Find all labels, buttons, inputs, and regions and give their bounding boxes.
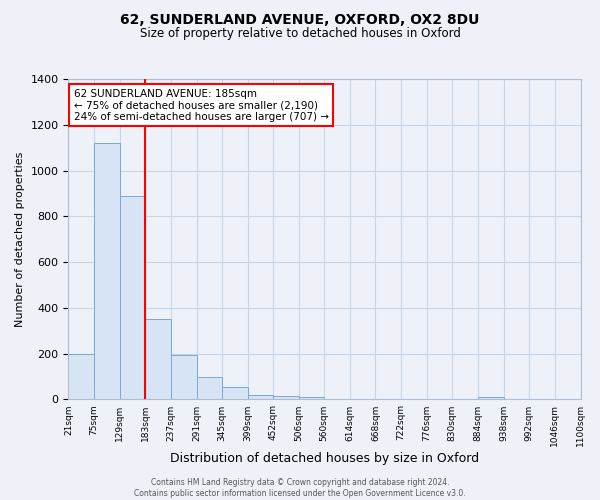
Bar [248,395,273,400]
Bar [68,354,94,400]
Y-axis label: Number of detached properties: Number of detached properties [15,152,25,327]
Bar [299,397,324,400]
Bar [222,387,248,400]
Bar [145,320,171,400]
Bar [94,143,119,400]
Text: 62 SUNDERLAND AVENUE: 185sqm
← 75% of detached houses are smaller (2,190)
24% of: 62 SUNDERLAND AVENUE: 185sqm ← 75% of de… [74,88,329,122]
X-axis label: Distribution of detached houses by size in Oxford: Distribution of detached houses by size … [170,452,479,465]
Bar [119,196,145,400]
Text: Contains HM Land Registry data © Crown copyright and database right 2024.
Contai: Contains HM Land Registry data © Crown c… [134,478,466,498]
Bar [478,397,503,400]
Text: 62, SUNDERLAND AVENUE, OXFORD, OX2 8DU: 62, SUNDERLAND AVENUE, OXFORD, OX2 8DU [121,12,479,26]
Text: Size of property relative to detached houses in Oxford: Size of property relative to detached ho… [140,28,460,40]
Bar [273,396,299,400]
Bar [171,355,197,400]
Bar [197,376,222,400]
